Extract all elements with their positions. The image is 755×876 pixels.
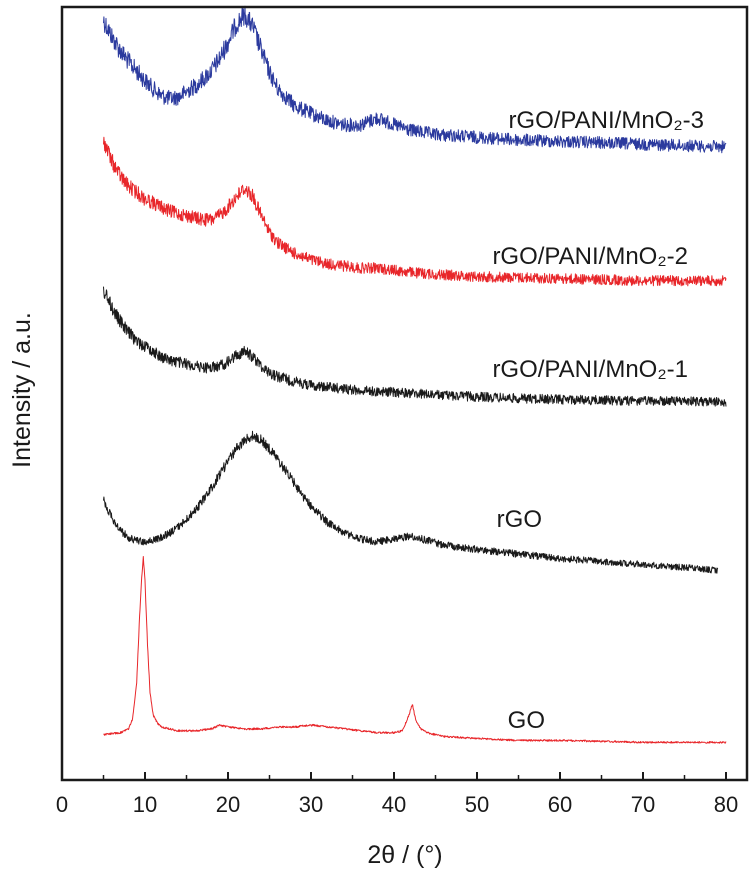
x-axis-title: 2θ / (°) [367, 841, 442, 869]
series-line-rgo-pani-mno-3 [103, 5, 727, 154]
series-label: GO [508, 707, 545, 734]
series-label: rGO/PANI/MnO₂-2 [492, 243, 688, 270]
x-tick-label: 70 [631, 792, 655, 817]
x-tick-label: 20 [216, 792, 240, 817]
x-tick-label: 60 [548, 792, 572, 817]
x-tick-label: 10 [133, 792, 157, 817]
x-tick-label: 0 [56, 792, 68, 817]
plot-frame [60, 5, 749, 782]
y-axis-title: Intensity / a.u. [8, 312, 36, 468]
series-label: rGO/PANI/MnO₂-3 [508, 107, 704, 134]
series-line-rgo-pani-mno-1 [103, 286, 727, 407]
chart-curves [103, 5, 727, 744]
series-line-go [103, 556, 727, 744]
x-axis-ticks: 0 10 20 30 40 50 60 70 80 [56, 772, 738, 817]
x-tick-label: 30 [299, 792, 323, 817]
series-label: rGO/PANI/MnO₂-1 [492, 356, 688, 383]
series-labels: rGO/PANI/MnO₂-3 rGO/PANI/MnO₂-2 rGO/PANI/M… [492, 107, 704, 734]
series-line-rgo-pani-mno-2 [103, 136, 727, 287]
x-tick-label: 50 [465, 792, 489, 817]
series-line-rgo [103, 430, 719, 574]
x-tick-label: 80 [714, 792, 738, 817]
x-tick-label: 40 [382, 792, 406, 817]
series-label: rGO [497, 506, 542, 533]
